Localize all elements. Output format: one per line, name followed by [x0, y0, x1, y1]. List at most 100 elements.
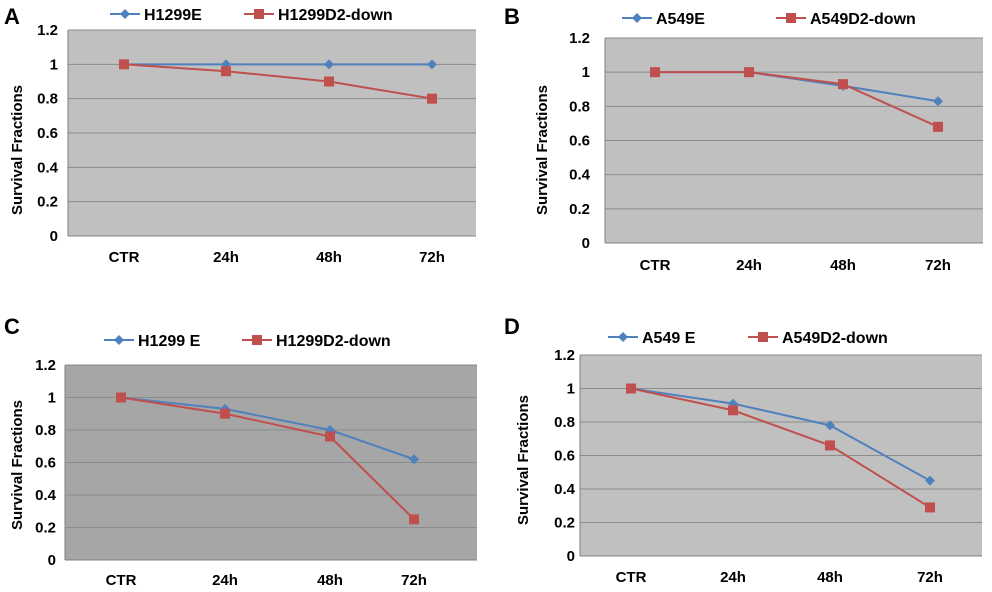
y-tick-label: 0.6 — [35, 455, 56, 472]
data-point-diamond — [409, 454, 419, 465]
legend-label: A549E — [656, 11, 705, 28]
data-point-diamond — [933, 96, 943, 107]
y-tick-label: 1 — [582, 64, 590, 81]
data-point-square — [933, 121, 943, 132]
data-point-square — [626, 383, 636, 394]
y-tick-label: 1 — [567, 381, 575, 398]
legend-marker-square — [252, 335, 262, 345]
chart-panel-b: B 0 0.2 0.4 0.6 0.8 1 1.2 CTR 24h 48h 72h Survival F… — [504, 4, 983, 274]
panel-letter: C — [4, 314, 20, 339]
y-tick-label: 0 — [50, 228, 58, 245]
legend-label: A549D2-down — [782, 330, 888, 347]
chart-panel-d: D 0 0.2 0.4 0.6 0.8 1 1.2 CTR 24h 48h 72h Survival F… — [504, 314, 982, 586]
y-tick-label: 0.4 — [37, 159, 59, 176]
x-tick-label: 24h — [736, 257, 762, 274]
legend-marker-diamond — [114, 335, 124, 345]
series-line-control — [630, 387, 931, 482]
y-tick-label: 1 — [48, 390, 56, 407]
data-point-square — [744, 67, 754, 78]
y-tick-label: 0 — [567, 548, 575, 565]
y-tick-label: 0.2 — [569, 201, 590, 218]
y-tick-label: 0.8 — [37, 91, 58, 108]
x-tick-label: 48h — [316, 249, 342, 266]
y-tick-label: 0.8 — [569, 98, 590, 115]
panel-letter: D — [504, 314, 520, 339]
y-tick-label: 1.2 — [569, 30, 590, 47]
x-tick-label: CTR — [106, 572, 137, 589]
legend-label: H1299D2-down — [276, 333, 391, 350]
x-tick-label: CTR — [616, 569, 647, 586]
panel-letter: A — [4, 4, 20, 29]
data-point-square — [221, 66, 231, 77]
series-line-knockdown — [120, 396, 415, 521]
y-tick-label: 0.4 — [569, 167, 591, 184]
data-point-square — [427, 93, 437, 104]
x-tick-label: 72h — [925, 257, 951, 274]
series-line-knockdown — [123, 63, 433, 100]
legend-label: H1299D2-down — [278, 7, 393, 24]
legend-label: H1299E — [144, 7, 202, 24]
x-tick-label: 72h — [401, 572, 427, 589]
y-tick-label: 0.6 — [37, 125, 58, 142]
data-point-square — [825, 440, 835, 451]
y-tick-label: 0.8 — [35, 422, 56, 439]
series-line-knockdown — [655, 71, 939, 128]
panel-letter: B — [504, 4, 520, 29]
y-axis-label: Survival Fractions — [515, 395, 532, 525]
legend-marker-square — [254, 9, 264, 19]
legend-label: A549 E — [642, 330, 696, 347]
x-tick-label: 48h — [817, 569, 843, 586]
x-tick-label: 72h — [419, 249, 445, 266]
x-tick-label: CTR — [640, 257, 671, 274]
y-tick-label: 0.4 — [35, 487, 57, 504]
y-axis-label: Survival Fractions — [534, 85, 551, 215]
y-tick-label: 0 — [582, 235, 590, 252]
x-tick-label: 48h — [317, 572, 343, 589]
y-axis-label: Survival Fractions — [9, 85, 26, 215]
legend-label: H1299 E — [138, 333, 201, 350]
data-point-square — [324, 76, 334, 87]
chart-panel-c: C 0 0.2 0.4 0.6 0.8 1 1.2 CTR 24h 48h 72h Survival F… — [4, 314, 477, 589]
data-point-square — [409, 514, 419, 525]
y-tick-label: 0.2 — [37, 194, 58, 211]
legend-marker-diamond — [632, 13, 642, 23]
data-point-diamond — [324, 59, 334, 70]
legend-marker-diamond — [618, 332, 628, 342]
x-tick-label: 24h — [212, 572, 238, 589]
data-point-square — [650, 67, 660, 78]
data-point-square — [119, 59, 129, 70]
y-tick-label: 1 — [50, 56, 58, 73]
y-tick-label: 0.6 — [569, 133, 590, 150]
y-tick-label: 0.2 — [554, 515, 575, 532]
x-tick-label: 24h — [720, 569, 746, 586]
x-tick-label: 72h — [917, 569, 943, 586]
y-tick-label: 0.8 — [554, 414, 575, 431]
y-tick-label: 1.2 — [554, 347, 575, 364]
data-point-diamond — [925, 475, 935, 486]
data-point-square — [220, 408, 230, 419]
series-line-control — [120, 396, 415, 461]
y-tick-label: 0.2 — [35, 520, 56, 537]
data-point-diamond — [825, 420, 835, 431]
data-point-diamond — [427, 59, 437, 70]
y-tick-label: 1.2 — [35, 357, 56, 374]
y-tick-label: 0.6 — [554, 448, 575, 465]
y-tick-label: 1.2 — [37, 22, 58, 39]
x-tick-label: 48h — [830, 257, 856, 274]
legend-marker-square — [758, 332, 768, 342]
data-point-square — [838, 79, 848, 90]
y-axis-label: Survival Fractions — [9, 400, 26, 530]
data-point-square — [325, 431, 335, 442]
legend-marker-diamond — [120, 9, 130, 19]
data-point-square — [116, 392, 126, 403]
y-tick-label: 0 — [48, 552, 56, 569]
legend-label: A549D2-down — [810, 11, 916, 28]
data-point-square — [728, 405, 738, 416]
chart-panel-a: A 0 0.2 0.4 0.6 0.8 1 1.2 CTR 24h 48h 72h Survival F… — [4, 4, 476, 266]
legend-marker-square — [786, 13, 796, 23]
x-tick-label: CTR — [109, 249, 140, 266]
series-line-knockdown — [630, 387, 931, 509]
data-point-square — [925, 502, 935, 513]
y-tick-label: 0.4 — [554, 481, 576, 498]
